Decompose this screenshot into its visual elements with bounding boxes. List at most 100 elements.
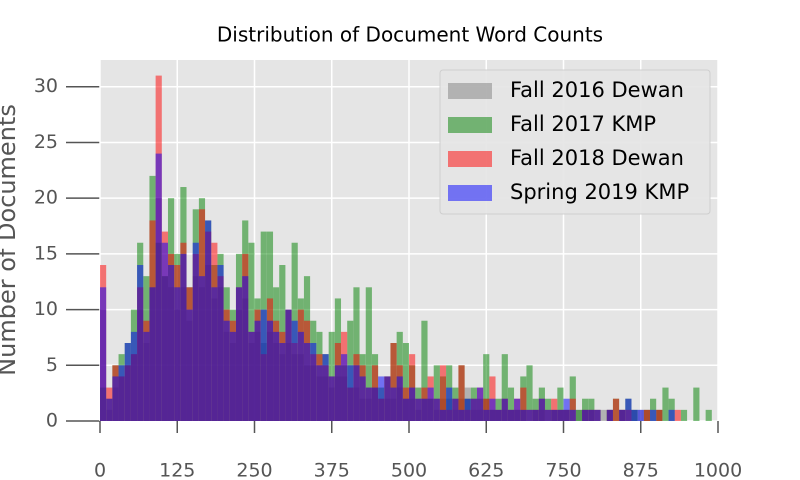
histogram-bar <box>662 387 669 421</box>
histogram-bar <box>143 331 150 421</box>
histogram-bar <box>631 409 638 421</box>
x-tick-label: 125 <box>159 460 195 480</box>
x-tick-label: 1000 <box>694 460 742 480</box>
histogram-bar <box>235 287 243 421</box>
histogram-bar <box>118 365 125 421</box>
chart-title: Distribution of Document Word Counts <box>217 23 603 47</box>
histogram-bar <box>446 387 453 421</box>
histogram-bar <box>316 365 323 421</box>
histogram-bar <box>242 276 249 421</box>
legend-swatch <box>448 185 492 201</box>
histogram-bar <box>464 398 471 421</box>
histogram-bar <box>174 287 181 421</box>
legend-swatch <box>448 151 492 167</box>
histogram-bar <box>501 354 508 421</box>
histogram-bar <box>619 409 626 421</box>
histogram-bar <box>359 376 366 421</box>
histogram-bar <box>563 398 570 421</box>
histogram-bar <box>514 398 521 421</box>
histogram-bar <box>341 354 348 421</box>
histogram-bar <box>217 265 224 421</box>
histogram-bar <box>303 343 311 421</box>
histogram-bar <box>130 331 138 421</box>
histogram-bar <box>575 409 583 421</box>
histogram-bar <box>476 387 484 421</box>
histogram-bar <box>353 287 360 421</box>
histogram-bar <box>569 409 576 421</box>
histogram-bar <box>483 354 490 421</box>
histogram-bar <box>421 320 428 421</box>
y-tick-label: 20 <box>34 187 58 209</box>
histogram-bar <box>310 343 317 421</box>
y-tick-label: 0 <box>46 410 58 432</box>
series <box>100 153 675 421</box>
histogram-bar <box>544 409 552 421</box>
histogram-bar <box>322 354 329 421</box>
y-tick-label: 30 <box>34 75 58 97</box>
histogram-bar <box>402 343 409 421</box>
histogram-bar <box>186 309 193 421</box>
histogram-bar <box>180 253 187 421</box>
x-tick-label: 750 <box>545 460 581 480</box>
histogram-bar <box>198 276 206 421</box>
histogram-bar <box>161 242 168 421</box>
legend-label: Fall 2017 KMP <box>510 112 656 136</box>
histogram-bar <box>526 409 533 421</box>
y-tick-label: 15 <box>34 242 58 264</box>
histogram-bar <box>520 387 527 421</box>
legend-swatch <box>448 117 492 133</box>
histogram-bar <box>693 387 700 421</box>
histogram-bar <box>396 376 403 421</box>
histogram-bar <box>551 409 558 421</box>
histogram-bar <box>625 398 632 421</box>
histogram-bar <box>149 287 156 421</box>
histogram-bar <box>260 309 267 421</box>
histogram-bar <box>489 398 496 421</box>
histogram-bar <box>347 365 354 421</box>
histogram-bar <box>656 409 663 421</box>
histogram-bar <box>600 409 607 421</box>
histogram-bar <box>588 409 595 421</box>
histogram-bar <box>650 409 657 421</box>
legend-label: Spring 2019 KMP <box>510 180 689 204</box>
histogram-bar <box>668 409 675 421</box>
histogram-bar <box>266 320 274 421</box>
histogram-bar <box>390 387 397 421</box>
legend-label: Fall 2018 Dewan <box>510 146 684 170</box>
legend-box <box>439 69 711 215</box>
x-tick-label: 500 <box>391 460 427 480</box>
legend-swatch <box>448 83 492 99</box>
histogram-bar <box>285 309 292 421</box>
histogram-bar <box>353 365 360 421</box>
y-tick-label: 5 <box>46 354 58 376</box>
histogram-bar <box>155 153 162 421</box>
histogram-bar <box>223 320 230 421</box>
histogram-bar <box>507 409 515 421</box>
x-tick-label: 250 <box>236 460 272 480</box>
histogram-bar <box>483 409 490 421</box>
histogram-bar <box>124 343 131 421</box>
histogram-bar <box>229 331 236 421</box>
histogram-bar <box>402 398 409 421</box>
histogram-bar <box>458 409 465 421</box>
histogram-bar <box>501 398 508 421</box>
histogram-bar <box>421 398 428 421</box>
histogram-bar <box>452 398 459 421</box>
histogram-bar <box>526 365 533 421</box>
histogram-bar <box>470 398 477 421</box>
x-tick-label: 375 <box>314 460 350 480</box>
histogram-bar <box>390 343 397 421</box>
histogram-bar <box>538 398 545 421</box>
histogram-bar <box>532 409 539 421</box>
y-tick-label: 25 <box>34 131 58 153</box>
histogram-bar <box>427 387 434 421</box>
histogram-bar <box>557 409 564 421</box>
histogram-bar <box>433 398 440 421</box>
legend-label: Fall 2016 Dewan <box>510 78 684 102</box>
histogram-bar <box>409 387 416 421</box>
histogram-bar <box>606 409 613 421</box>
histogram-bar <box>137 265 144 421</box>
histogram-bar <box>582 409 589 421</box>
histogram-bar <box>205 220 212 421</box>
